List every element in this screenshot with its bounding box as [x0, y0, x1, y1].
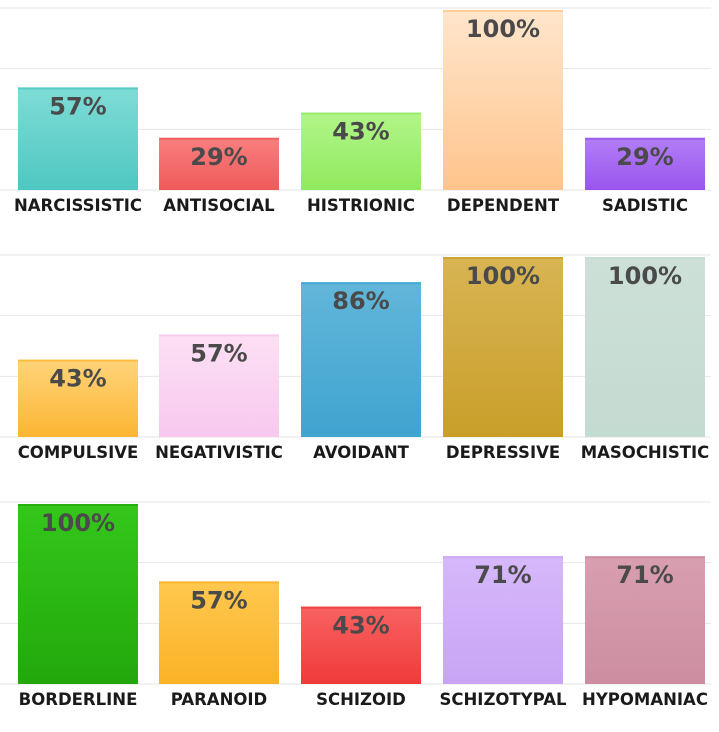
data-label: 57% — [190, 339, 247, 367]
data-label: 29% — [190, 143, 247, 171]
bar-avoidant — [301, 282, 421, 437]
bar-top-edge — [443, 257, 563, 259]
bar-negativistic — [159, 334, 279, 437]
bar-top-edge — [159, 334, 279, 337]
bar-top-edge — [301, 112, 421, 115]
chart-row-3: 100% BORDERLINE 57% PARANOID 43% SCHIZOID 71% S… — [0, 494, 719, 714]
bar-top-edge — [301, 282, 421, 285]
data-label: 43% — [332, 118, 389, 146]
bar-top-edge — [585, 137, 705, 140]
data-label: 100% — [466, 262, 540, 290]
chart-svg-2: 43% COMPULSIVE 57% NEGATIVISTIC 86% AVOIDANT 1… — [0, 254, 711, 462]
bar-antisocial — [159, 137, 279, 190]
bar-top-edge — [301, 606, 421, 609]
chart-svg-1: 57% NARCISSISTIC 29% ANTISOCIAL 43% HISTRIONI… — [0, 7, 711, 215]
bar-top-edge — [18, 504, 138, 506]
bar-top-edge — [159, 581, 279, 584]
bar-borderline — [18, 504, 138, 684]
category-label: HYPOMANIAC — [582, 690, 708, 709]
category-label: DEPRESSIVE — [446, 443, 560, 462]
data-label: 57% — [190, 586, 247, 614]
bar-top-edge — [443, 556, 563, 559]
category-label: NARCISSISTIC — [14, 196, 142, 215]
bar-histrionic — [301, 112, 421, 190]
data-label: 57% — [49, 92, 106, 120]
category-label: SCHIZOTYPAL — [440, 690, 567, 709]
bar-top-edge — [443, 10, 563, 12]
chart-row-2: 43% COMPULSIVE 57% NEGATIVISTIC 86% AVOIDANT 1… — [0, 247, 719, 467]
bar-depressive — [443, 257, 563, 437]
bar-schizotypal — [443, 556, 563, 684]
data-label: 100% — [41, 509, 115, 537]
bar-top-edge — [18, 87, 138, 90]
bar-dependent — [443, 10, 563, 190]
category-label: PARANOID — [171, 690, 268, 709]
data-label: 86% — [332, 287, 389, 315]
chart-svg-3: 100% BORDERLINE 57% PARANOID 43% SCHIZOID 71% S… — [0, 501, 711, 709]
bar-paranoid — [159, 581, 279, 684]
data-label: 43% — [332, 612, 389, 640]
bar-schizoid — [301, 606, 421, 684]
category-label: SADISTIC — [602, 196, 688, 215]
bar-compulsive — [18, 359, 138, 437]
category-label: HISTRIONIC — [307, 196, 415, 215]
bar-top-edge — [159, 137, 279, 140]
bar-top-edge — [585, 257, 705, 259]
category-label: MASOCHISTIC — [581, 443, 710, 462]
bar-top-edge — [585, 556, 705, 559]
data-label: 100% — [608, 262, 682, 290]
data-label: 71% — [616, 561, 673, 589]
category-label: SCHIZOID — [316, 690, 406, 709]
category-label: AVOIDANT — [313, 443, 410, 462]
chart-row-1: 57% NARCISSISTIC 29% ANTISOCIAL 43% HISTRIONI… — [0, 0, 719, 220]
bar-top-edge — [18, 359, 138, 362]
category-label: ANTISOCIAL — [163, 196, 275, 215]
data-label: 43% — [49, 365, 106, 393]
bar-masochistic — [585, 257, 705, 437]
bar-narcissistic — [18, 87, 138, 190]
category-label: NEGATIVISTIC — [155, 443, 283, 462]
bar-sadistic — [585, 137, 705, 190]
category-label: COMPULSIVE — [18, 443, 139, 462]
data-label: 71% — [474, 561, 531, 589]
data-label: 100% — [466, 15, 540, 43]
category-label: BORDERLINE — [19, 690, 138, 709]
data-label: 29% — [616, 143, 673, 171]
bar-hypomaniac — [585, 556, 705, 684]
category-label: DEPENDENT — [447, 196, 560, 215]
